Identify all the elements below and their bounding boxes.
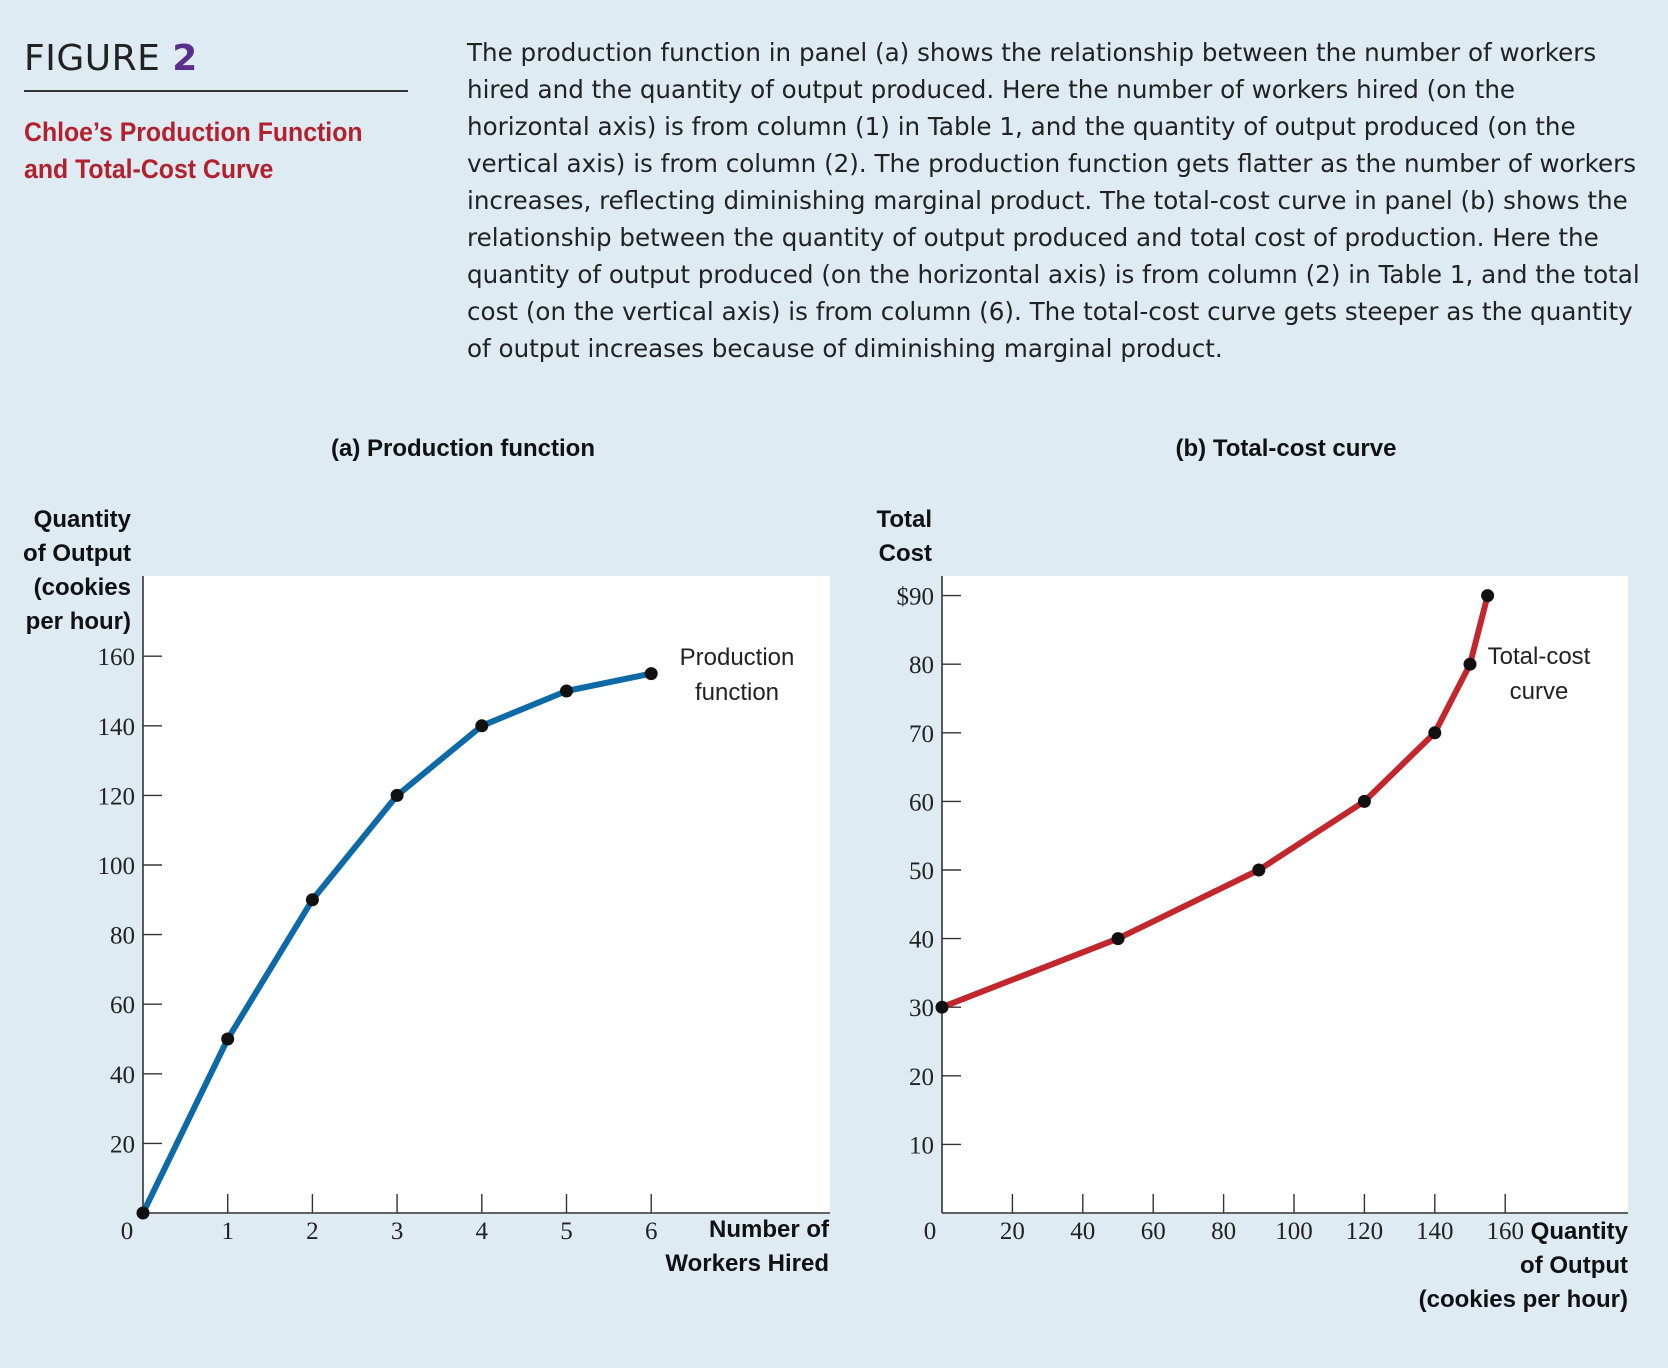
production-x-tick-label: 3 bbox=[391, 1218, 404, 1245]
figure-number: 2 bbox=[172, 38, 198, 79]
cost-origin-label: 0 bbox=[924, 1218, 937, 1245]
cost-y-axis-label: Cost bbox=[879, 540, 932, 567]
cost-data-point bbox=[1252, 863, 1266, 877]
cost-data-point bbox=[1111, 932, 1125, 946]
cost-y-axis-label: Total bbox=[876, 506, 932, 533]
cost-x-axis-label: (cookies per hour) bbox=[1419, 1286, 1628, 1313]
cost-plot-area bbox=[942, 576, 1628, 1213]
cost-x-tick-label: 40 bbox=[1070, 1218, 1095, 1245]
cost-y-tick-label: 30 bbox=[909, 995, 934, 1022]
cost-x-axis-label: Quantity bbox=[1531, 1218, 1629, 1245]
production-data-point bbox=[305, 893, 319, 907]
cost-y-tick-label: 10 bbox=[909, 1132, 934, 1159]
cost-x-tick-label: 20 bbox=[1000, 1218, 1025, 1245]
production-origin-label: 0 bbox=[121, 1218, 134, 1245]
figure-title-line-1: Chloe’s Production Function bbox=[24, 117, 363, 147]
production-y-axis-label: of Output bbox=[23, 540, 131, 567]
production-y-tick-label: 140 bbox=[98, 714, 136, 741]
production-x-axis-label: Workers Hired bbox=[665, 1250, 829, 1277]
production-x-tick-label: 2 bbox=[306, 1218, 319, 1245]
cost-curve-label: Total-cost bbox=[1488, 643, 1591, 670]
figure-header: FIGURE 2 Chloe’s Production Function and… bbox=[24, 36, 408, 184]
cost-x-axis-label: of Output bbox=[1520, 1252, 1628, 1279]
cost-chart: (b) Total-cost curve 10 20 30 40 50 60 70 80 $90 2… bbox=[876, 435, 1628, 1313]
production-data-point bbox=[221, 1032, 235, 1046]
cost-x-tick-label: 160 bbox=[1486, 1218, 1524, 1245]
production-curve-label: function bbox=[695, 679, 779, 706]
cost-data-point bbox=[1481, 589, 1495, 603]
production-x-tick-label: 1 bbox=[221, 1218, 234, 1245]
cost-curve-label: curve bbox=[1510, 678, 1569, 705]
cost-panel-title: (b) Total-cost curve bbox=[1176, 435, 1397, 462]
cost-data-point bbox=[1463, 657, 1477, 671]
figure-rule bbox=[24, 90, 408, 92]
production-y-axis-label: (cookies bbox=[34, 574, 131, 601]
production-x-axis-label: Number of bbox=[709, 1216, 830, 1243]
cost-x-tick-label: 140 bbox=[1416, 1218, 1454, 1245]
cost-data-point bbox=[1357, 794, 1371, 808]
cost-data-point bbox=[1428, 726, 1442, 740]
figure-title: Chloe’s Production Function and Total-Co… bbox=[24, 114, 392, 188]
cost-x-tick-label: 120 bbox=[1346, 1218, 1384, 1245]
cost-x-tick-label: 60 bbox=[1141, 1218, 1166, 1245]
figure-label: FIGURE 2 bbox=[24, 36, 408, 82]
production-y-tick-label: 60 bbox=[110, 992, 135, 1019]
production-data-point bbox=[136, 1206, 150, 1220]
figure-caption: The production function in panel (a) sho… bbox=[467, 38, 1640, 363]
production-data-point bbox=[390, 788, 404, 802]
production-plot-area bbox=[143, 576, 830, 1213]
production-y-tick-label: 20 bbox=[110, 1131, 135, 1158]
production-y-tick-label: 40 bbox=[110, 1062, 135, 1089]
production-data-point bbox=[475, 719, 489, 733]
production-x-tick-label: 6 bbox=[645, 1218, 658, 1245]
production-x-tick-label: 5 bbox=[560, 1218, 573, 1245]
cost-data-point bbox=[935, 1000, 949, 1014]
figure-label-text: FIGURE bbox=[24, 38, 161, 79]
figure-title-line-2: and Total-Cost Curve bbox=[24, 154, 274, 184]
cost-y-tick-label: 50 bbox=[909, 858, 934, 885]
production-y-tick-label: 100 bbox=[98, 853, 136, 880]
cost-y-tick-label: $90 bbox=[897, 584, 935, 611]
cost-x-tick-label: 80 bbox=[1211, 1218, 1236, 1245]
production-y-tick-label: 80 bbox=[110, 923, 135, 950]
production-chart: (a) Production function20406080100120140… bbox=[23, 435, 830, 1277]
production-y-tick-label: 160 bbox=[98, 644, 136, 671]
cost-y-tick-label: 70 bbox=[909, 721, 934, 748]
production-panel-title: (a) Production function bbox=[331, 435, 595, 462]
cost-x-tick-label: 100 bbox=[1275, 1218, 1313, 1245]
production-x-tick-label: 4 bbox=[476, 1218, 489, 1245]
production-y-axis-label: per hour) bbox=[26, 608, 131, 635]
production-data-point bbox=[560, 684, 573, 698]
cost-y-tick-label: 60 bbox=[909, 789, 934, 816]
cost-y-tick-label: 40 bbox=[909, 927, 934, 954]
production-y-axis-label: Quantity bbox=[34, 506, 132, 533]
cost-y-tick-label: 80 bbox=[909, 652, 934, 679]
production-y-tick-label: 120 bbox=[98, 783, 136, 810]
production-data-point bbox=[644, 667, 658, 681]
production-curve-label: Production bbox=[680, 644, 795, 671]
cost-y-tick-label: 20 bbox=[909, 1064, 934, 1091]
